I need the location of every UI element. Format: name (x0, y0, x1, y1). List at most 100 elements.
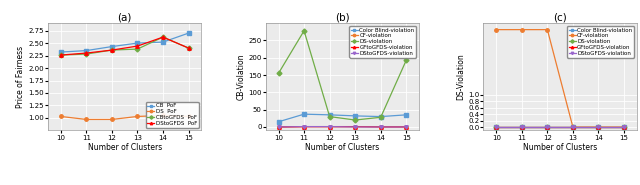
CF-violation (300, 125, 308, 128)
Color Blind-violation (620, 126, 628, 128)
Y-axis label: CB-Violation: CB-Violation (236, 53, 245, 100)
DStoGFDS-violation (492, 126, 500, 128)
GFtoGFDS-violation (300, 125, 308, 128)
DS-violation (543, 126, 551, 128)
CB  PoF (185, 32, 193, 34)
DStoGFDS  PoF (185, 47, 193, 49)
DS  PoF (185, 115, 193, 117)
Title: (a): (a) (118, 12, 132, 22)
Color Blind-violation (326, 114, 333, 116)
DStoGFDS  PoF (108, 49, 116, 51)
Legend: Color Blind-violation, CF-violation, DS-violation, GFtoGFDS-violation, DStoGFDS-: Color Blind-violation, CF-violation, DS-… (349, 26, 416, 58)
DS  PoF (134, 115, 141, 117)
CF-violation (518, 28, 525, 31)
CF-violation (377, 125, 385, 128)
X-axis label: Number of Clusters: Number of Clusters (523, 143, 597, 152)
Line: DS  PoF: DS PoF (59, 114, 190, 121)
DS  PoF (108, 118, 116, 121)
DS-violation (492, 126, 500, 128)
DStoGFDS-violation (403, 126, 410, 128)
GFtoGFDS-violation (518, 126, 525, 128)
CBtoGFDS  PoF (83, 53, 90, 55)
DS-violation (595, 126, 602, 128)
CF-violation (595, 126, 602, 128)
Y-axis label: Price of Fairness: Price of Fairness (16, 46, 26, 108)
CB  PoF (57, 51, 65, 53)
DStoGFDS  PoF (159, 36, 167, 38)
GFtoGFDS-violation (543, 126, 551, 128)
Color Blind-violation (300, 113, 308, 115)
DS-violation (351, 119, 359, 121)
Legend: CB  PoF, DS  PoF, CBtoGFDS  PoF, DStoGFDS  PoF: CB PoF, DS PoF, CBtoGFDS PoF, DStoGFDS P… (145, 102, 198, 128)
Color Blind-violation (518, 126, 525, 128)
CF-violation (492, 28, 500, 31)
GFtoGFDS-violation (351, 125, 359, 128)
DStoGFDS-violation (300, 125, 308, 128)
DStoGFDS-violation (377, 126, 385, 128)
GFtoGFDS-violation (569, 126, 577, 128)
DStoGFDS-violation (620, 126, 628, 128)
DStoGFDS-violation (275, 126, 282, 128)
CBtoGFDS  PoF (134, 48, 141, 50)
GFtoGFDS-violation (403, 126, 410, 128)
Title: (b): (b) (335, 12, 349, 22)
X-axis label: Number of Clusters: Number of Clusters (305, 143, 380, 152)
Color Blind-violation (569, 126, 577, 128)
DS-violation (275, 72, 282, 74)
GFtoGFDS-violation (620, 126, 628, 128)
CB  PoF (134, 42, 141, 44)
Title: (c): (c) (553, 12, 567, 22)
Line: DS-violation: DS-violation (495, 125, 626, 129)
CF-violation (569, 126, 577, 128)
GFtoGFDS-violation (275, 126, 282, 128)
Line: DStoGFDS-violation: DStoGFDS-violation (276, 125, 408, 129)
DS  PoF (159, 114, 167, 117)
DS  PoF (57, 115, 65, 117)
Color Blind-violation (543, 126, 551, 128)
DS-violation (403, 59, 410, 61)
CBtoGFDS  PoF (185, 47, 193, 49)
Line: Color Blind-violation: Color Blind-violation (276, 112, 408, 124)
CF-violation (326, 125, 333, 128)
Line: Color Blind-violation: Color Blind-violation (495, 125, 626, 129)
CB  PoF (159, 41, 167, 43)
CB  PoF (83, 49, 90, 52)
Y-axis label: DS-Violation: DS-Violation (456, 53, 465, 100)
Legend: Color Blind-violation, CF-violation, DS-violation, GFtoGFDS-violation, DStoGFDS-: Color Blind-violation, CF-violation, DS-… (567, 26, 634, 58)
CBtoGFDS  PoF (159, 36, 167, 38)
CF-violation (275, 126, 282, 128)
CF-violation (351, 125, 359, 128)
DStoGFDS-violation (569, 126, 577, 128)
DS-violation (326, 115, 333, 118)
Line: DS-violation: DS-violation (276, 29, 408, 122)
GFtoGFDS-violation (492, 126, 500, 128)
CF-violation (543, 28, 551, 31)
Line: DStoGFDS-violation: DStoGFDS-violation (495, 125, 626, 129)
Line: GFtoGFDS-violation: GFtoGFDS-violation (276, 125, 408, 129)
Line: CF-violation: CF-violation (495, 28, 626, 129)
Line: CF-violation: CF-violation (276, 125, 408, 129)
Line: CBtoGFDS  PoF: CBtoGFDS PoF (59, 35, 190, 57)
DS-violation (518, 126, 525, 128)
DStoGFDS  PoF (57, 54, 65, 56)
Color Blind-violation (595, 126, 602, 128)
CF-violation (403, 125, 410, 128)
Color Blind-violation (377, 115, 385, 118)
Line: DStoGFDS  PoF: DStoGFDS PoF (59, 35, 190, 57)
CF-violation (620, 126, 628, 128)
GFtoGFDS-violation (377, 126, 385, 128)
CBtoGFDS  PoF (57, 54, 65, 56)
DStoGFDS-violation (351, 126, 359, 128)
DStoGFDS-violation (543, 126, 551, 128)
Color Blind-violation (492, 126, 500, 128)
DStoGFDS-violation (595, 126, 602, 128)
Line: CB  PoF: CB PoF (59, 31, 190, 54)
Color Blind-violation (275, 121, 282, 123)
DS-violation (300, 30, 308, 32)
DS-violation (569, 126, 577, 128)
X-axis label: Number of Clusters: Number of Clusters (88, 143, 162, 152)
DStoGFDS-violation (518, 126, 525, 128)
DS-violation (377, 116, 385, 118)
CBtoGFDS  PoF (108, 49, 116, 51)
Color Blind-violation (351, 115, 359, 117)
